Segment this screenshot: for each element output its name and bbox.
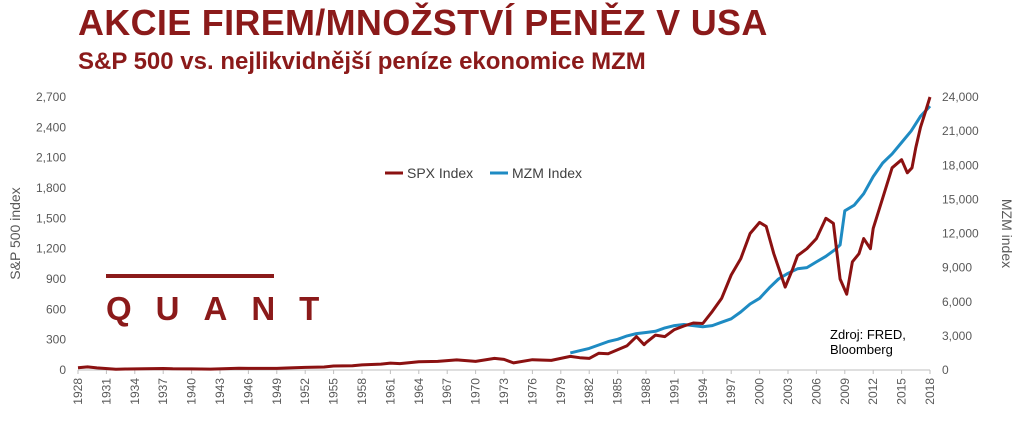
y-right-tick-label: 24,000 bbox=[942, 90, 979, 104]
y-right-axis-title: MZM index bbox=[999, 199, 1015, 268]
y-left-tick-label: 300 bbox=[46, 333, 66, 347]
x-tick-label: 1985 bbox=[611, 378, 625, 405]
brand-rule bbox=[106, 274, 274, 278]
y-left-tick-label: 1,500 bbox=[36, 211, 66, 225]
y-left-axis-title: S&P 500 index bbox=[7, 187, 23, 279]
x-tick-label: 1955 bbox=[327, 378, 341, 405]
x-tick-label: 1964 bbox=[412, 378, 426, 405]
x-tick-label: 2018 bbox=[923, 378, 937, 405]
x-tick-label: 1970 bbox=[469, 378, 483, 405]
spx-series-line bbox=[77, 96, 932, 371]
x-tick-label: 1934 bbox=[128, 378, 142, 405]
x-tick-label: 1973 bbox=[497, 378, 511, 405]
chart-title: AKCIE FIREM/MNOŽSTVÍ PENĚZ V USA bbox=[78, 2, 768, 43]
y-left-tick-label: 0 bbox=[59, 363, 66, 377]
x-tick-label: 1949 bbox=[270, 378, 284, 405]
x-tick-label: 2015 bbox=[895, 378, 909, 405]
y-right-tick-label: 18,000 bbox=[942, 158, 979, 172]
y-left-tick-label: 2,100 bbox=[36, 151, 66, 165]
x-tick-label: 1952 bbox=[298, 378, 312, 405]
x-tick-label: 1931 bbox=[99, 378, 113, 405]
x-tick-label: 1967 bbox=[440, 378, 454, 405]
x-tick-label: 1937 bbox=[156, 378, 170, 405]
y-right-tick-label: 12,000 bbox=[942, 227, 979, 241]
x-tick-label: 1982 bbox=[582, 378, 596, 405]
x-tick-label: 2006 bbox=[809, 378, 823, 405]
x-tick-label: 1988 bbox=[639, 378, 653, 405]
x-tick-label: 1940 bbox=[185, 378, 199, 405]
y-left-tick-label: 2,700 bbox=[36, 90, 66, 104]
x-tick-label: 2009 bbox=[838, 378, 852, 405]
x-tick-label: 1961 bbox=[383, 378, 397, 405]
y-right-tick-label: 9,000 bbox=[942, 261, 972, 275]
x-tick-label: 1958 bbox=[355, 378, 369, 405]
x-tick-label: 1997 bbox=[724, 378, 738, 405]
legend-spx-label: SPX Index bbox=[407, 165, 473, 181]
chart-subtitle: S&P 500 vs. nejlikvidnější peníze ekonom… bbox=[78, 48, 646, 75]
mzm-series-line bbox=[569, 105, 932, 355]
legend-mzm-label: MZM Index bbox=[512, 165, 582, 181]
x-tick-label: 1979 bbox=[554, 378, 568, 405]
y-right-tick-label: 0 bbox=[942, 363, 949, 377]
y-left-tick-label: 600 bbox=[46, 302, 66, 316]
x-tick-label: 2003 bbox=[781, 378, 795, 405]
y-right-tick-label: 3,000 bbox=[942, 329, 972, 343]
x-tick-label: 1928 bbox=[71, 378, 85, 405]
y-left-tick-label: 1,200 bbox=[36, 242, 66, 256]
source-line-1: Zdroj: FRED, bbox=[830, 327, 906, 342]
source-line-2: Bloomberg bbox=[830, 342, 893, 357]
x-tick-label: 1994 bbox=[696, 378, 710, 405]
x-tick-label: 1976 bbox=[525, 378, 539, 405]
y-left-tick-label: 1,800 bbox=[36, 181, 66, 195]
y-right-tick-label: 6,000 bbox=[942, 295, 972, 309]
y-right-tick-label: 15,000 bbox=[942, 192, 979, 206]
brand-logo: QUANT bbox=[106, 290, 344, 327]
x-tick-label: 1946 bbox=[241, 378, 255, 405]
source-note: Zdroj: FRED, Bloomberg bbox=[830, 327, 906, 357]
y-right-tick-label: 21,000 bbox=[942, 124, 979, 138]
x-tick-label: 1943 bbox=[213, 378, 227, 405]
y-left-tick-label: 2,400 bbox=[36, 120, 66, 134]
x-tick-label: 1991 bbox=[667, 378, 681, 405]
x-tick-label: 2000 bbox=[753, 378, 767, 405]
y-left-tick-label: 900 bbox=[46, 272, 66, 286]
x-tick-label: 2012 bbox=[866, 378, 880, 405]
